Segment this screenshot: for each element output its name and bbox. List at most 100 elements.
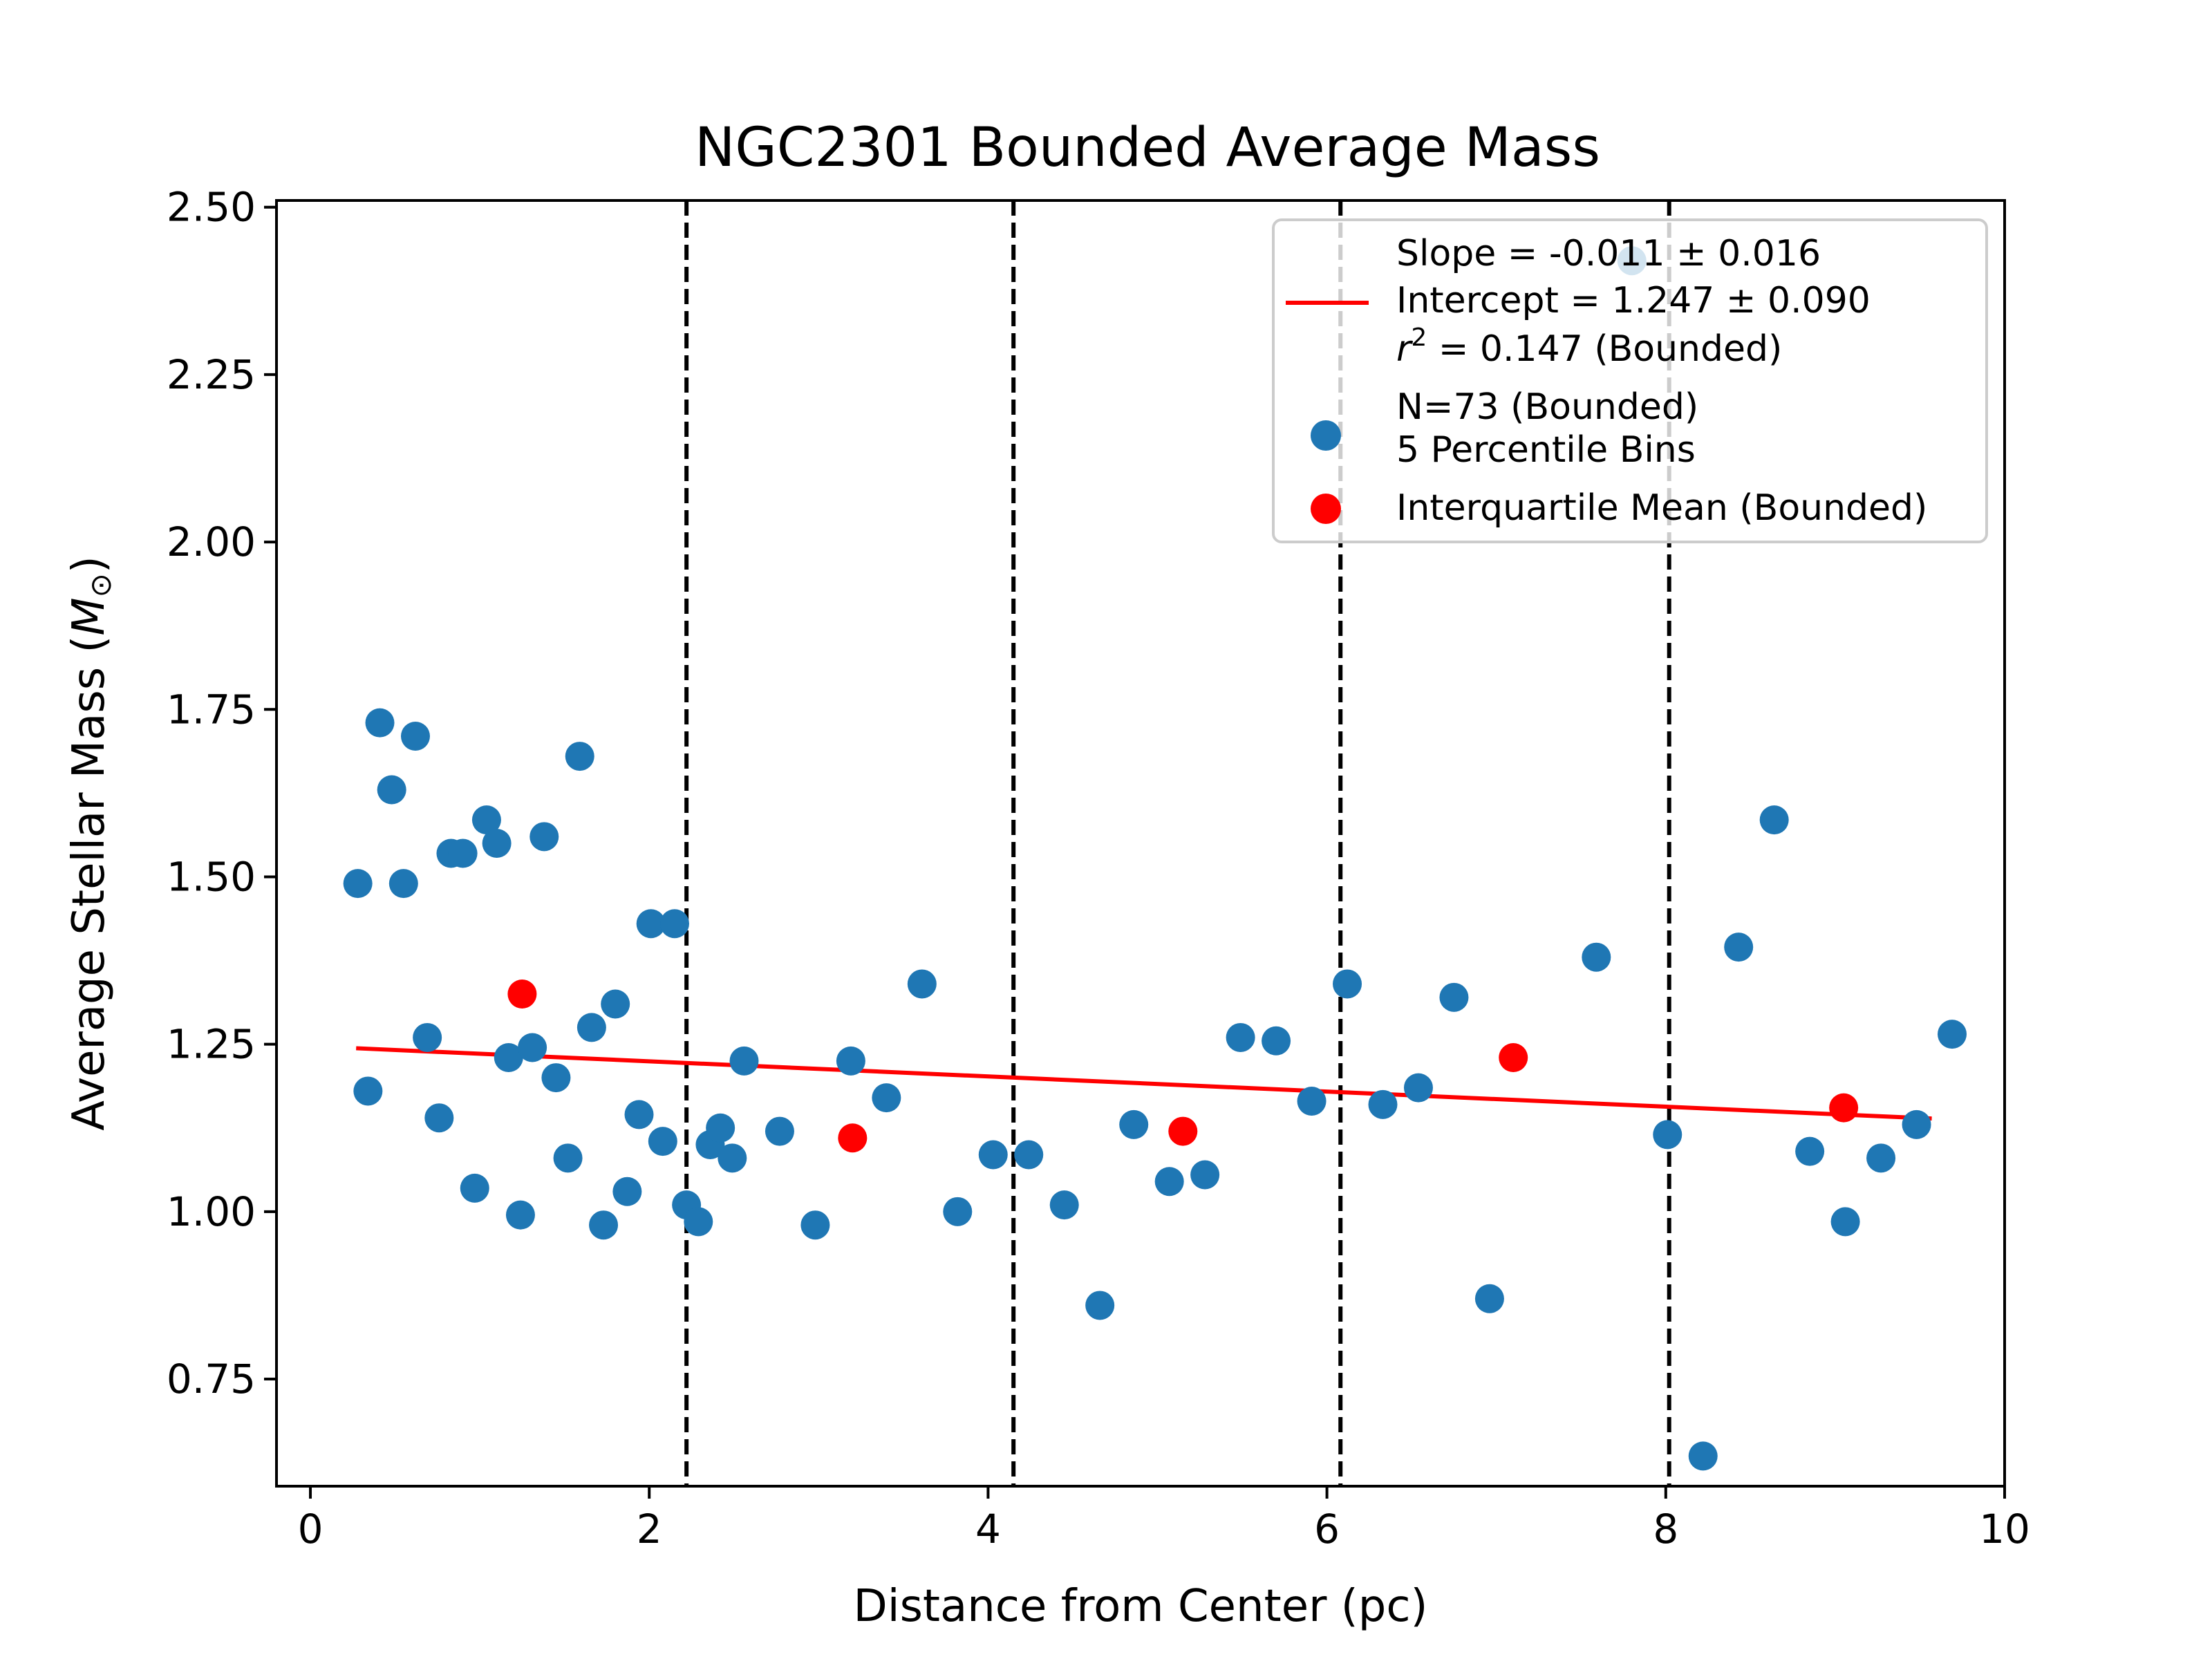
interquartile-mean-points [507, 979, 1859, 1153]
bin-point-21 [589, 1210, 619, 1240]
bin-point-24 [624, 1100, 654, 1130]
legend-r2-exponent: 2 [1411, 324, 1427, 352]
iqm-point-2 [1168, 1116, 1198, 1146]
bin-point-20 [577, 1013, 606, 1042]
x-tick-label-0: 0 [298, 1506, 324, 1553]
legend-r2-symbol: r [1396, 328, 1414, 370]
bin-point-46 [1190, 1160, 1220, 1190]
x-tick-label-5: 10 [1979, 1506, 2030, 1553]
y-tick-label-0: 0.75 [167, 1356, 256, 1403]
bin-point-59 [1724, 932, 1754, 962]
bin-point-11 [471, 805, 501, 835]
bin-point-29 [684, 1207, 713, 1237]
x-tick-label-3: 6 [1314, 1506, 1340, 1553]
bin-point-25 [636, 909, 666, 939]
legend-bin-point-swatch [1311, 420, 1341, 451]
bin-point-4 [388, 869, 418, 899]
bin-point-10 [460, 1173, 489, 1203]
iqm-point-0 [507, 979, 537, 1009]
legend-bin-name-line2: 5 Percentile Bins [1396, 429, 1696, 471]
bin-point-36 [836, 1046, 865, 1076]
x-tick-label-2: 4 [975, 1506, 1001, 1553]
bin-point-53 [1439, 982, 1469, 1012]
fit-line [356, 1046, 1932, 1121]
fit-line-group [356, 1046, 1932, 1121]
bin-point-60 [1759, 805, 1789, 835]
bin-point-35 [800, 1210, 830, 1240]
bin-point-27 [659, 909, 689, 939]
y-tick-label-6: 2.25 [167, 351, 256, 398]
bin-point-63 [1866, 1143, 1896, 1173]
bin-point-57 [1653, 1120, 1683, 1150]
legend: Slope = -0.011 ± 0.016 Intercept = 1.247… [1272, 218, 1988, 543]
y-axis-label-main: Average Stellar Mass ( [64, 636, 115, 1131]
legend-slope: Slope = -0.011 ± 0.016 [1396, 233, 1821, 274]
iqm-point-1 [838, 1123, 868, 1153]
bin-point-13 [494, 1043, 523, 1072]
bin-point-15 [518, 1033, 547, 1062]
bin-point-40 [978, 1140, 1008, 1170]
x-tick-label-4: 8 [1653, 1506, 1678, 1553]
bin-point-26 [648, 1127, 677, 1156]
bin-point-16 [529, 822, 559, 852]
bin-point-43 [1085, 1291, 1115, 1320]
y-tick-label-5: 2.00 [167, 518, 256, 565]
bin-point-65 [1938, 1020, 1967, 1049]
legend-iqm-point-swatch [1311, 494, 1341, 524]
x-tick-label-1: 2 [637, 1506, 662, 1553]
bin-point-51 [1368, 1089, 1398, 1119]
bin-point-37 [872, 1083, 901, 1113]
y-tick-label-1: 1.00 [167, 1188, 256, 1235]
bin-point-6 [413, 1022, 442, 1052]
bin-point-14 [505, 1200, 535, 1230]
bin-point-45 [1154, 1167, 1184, 1197]
legend-r2: r2 = 0.147 (Bounded) [1396, 324, 1782, 370]
iqm-point-4 [1829, 1093, 1859, 1123]
x-axis-ticks: 0 2 4 6 8 10 [298, 1486, 2030, 1553]
y-axis-ticks: 0.75 1.00 1.25 1.50 1.75 2.00 2.25 2.50 [167, 184, 276, 1403]
y-axis-label: Average Stellar Mass (M⊙) [64, 556, 118, 1131]
bin-point-49 [1297, 1086, 1327, 1116]
bin-point-48 [1262, 1026, 1291, 1056]
bin-point-23 [612, 1177, 642, 1206]
bin-point-9 [448, 838, 478, 868]
bin-point-1 [353, 1076, 383, 1106]
bin-point-18 [553, 1143, 583, 1173]
bin-point-64 [1902, 1109, 1931, 1139]
bin-point-3 [377, 775, 406, 805]
legend-iqm-name: Interquartile Mean (Bounded) [1396, 487, 1927, 529]
bin-point-34 [765, 1116, 794, 1146]
bin-point-52 [1403, 1073, 1433, 1103]
y-axis-label-symbol: M [64, 597, 115, 635]
legend-frame [1272, 218, 1988, 543]
bin-point-22 [601, 989, 630, 1019]
y-tick-label-3: 1.50 [167, 853, 256, 900]
legend-intercept: Intercept = 1.247 ± 0.090 [1396, 280, 1871, 321]
bin-point-19 [565, 742, 594, 771]
y-tick-label-7: 2.50 [167, 184, 256, 231]
bin-point-55 [1582, 942, 1611, 972]
bin-point-42 [1049, 1190, 1079, 1220]
bin-point-17 [541, 1063, 571, 1093]
y-tick-label-4: 1.75 [167, 686, 256, 733]
x-axis-label: Distance from Center (pc) [854, 1581, 1428, 1632]
bin-point-47 [1226, 1022, 1255, 1052]
bin-point-38 [907, 969, 937, 999]
y-axis-label-close: ) [64, 556, 115, 573]
bin-point-58 [1688, 1441, 1718, 1471]
bin-point-2 [365, 708, 395, 738]
chart-title: NGC2301 Bounded Average Mass [695, 117, 1600, 179]
bin-point-31 [706, 1113, 735, 1143]
bin-point-32 [718, 1143, 747, 1173]
bin-point-7 [424, 1103, 454, 1133]
bin-point-44 [1119, 1109, 1149, 1139]
bin-points [343, 246, 1967, 1471]
bin-point-61 [1795, 1136, 1825, 1166]
bin-point-5 [400, 722, 430, 751]
legend-r2-rest: = 0.147 (Bounded) [1427, 328, 1782, 370]
y-tick-label-2: 1.25 [167, 1021, 256, 1068]
bin-point-54 [1474, 1284, 1504, 1313]
bin-point-12 [482, 829, 512, 858]
bin-point-0 [343, 869, 373, 899]
